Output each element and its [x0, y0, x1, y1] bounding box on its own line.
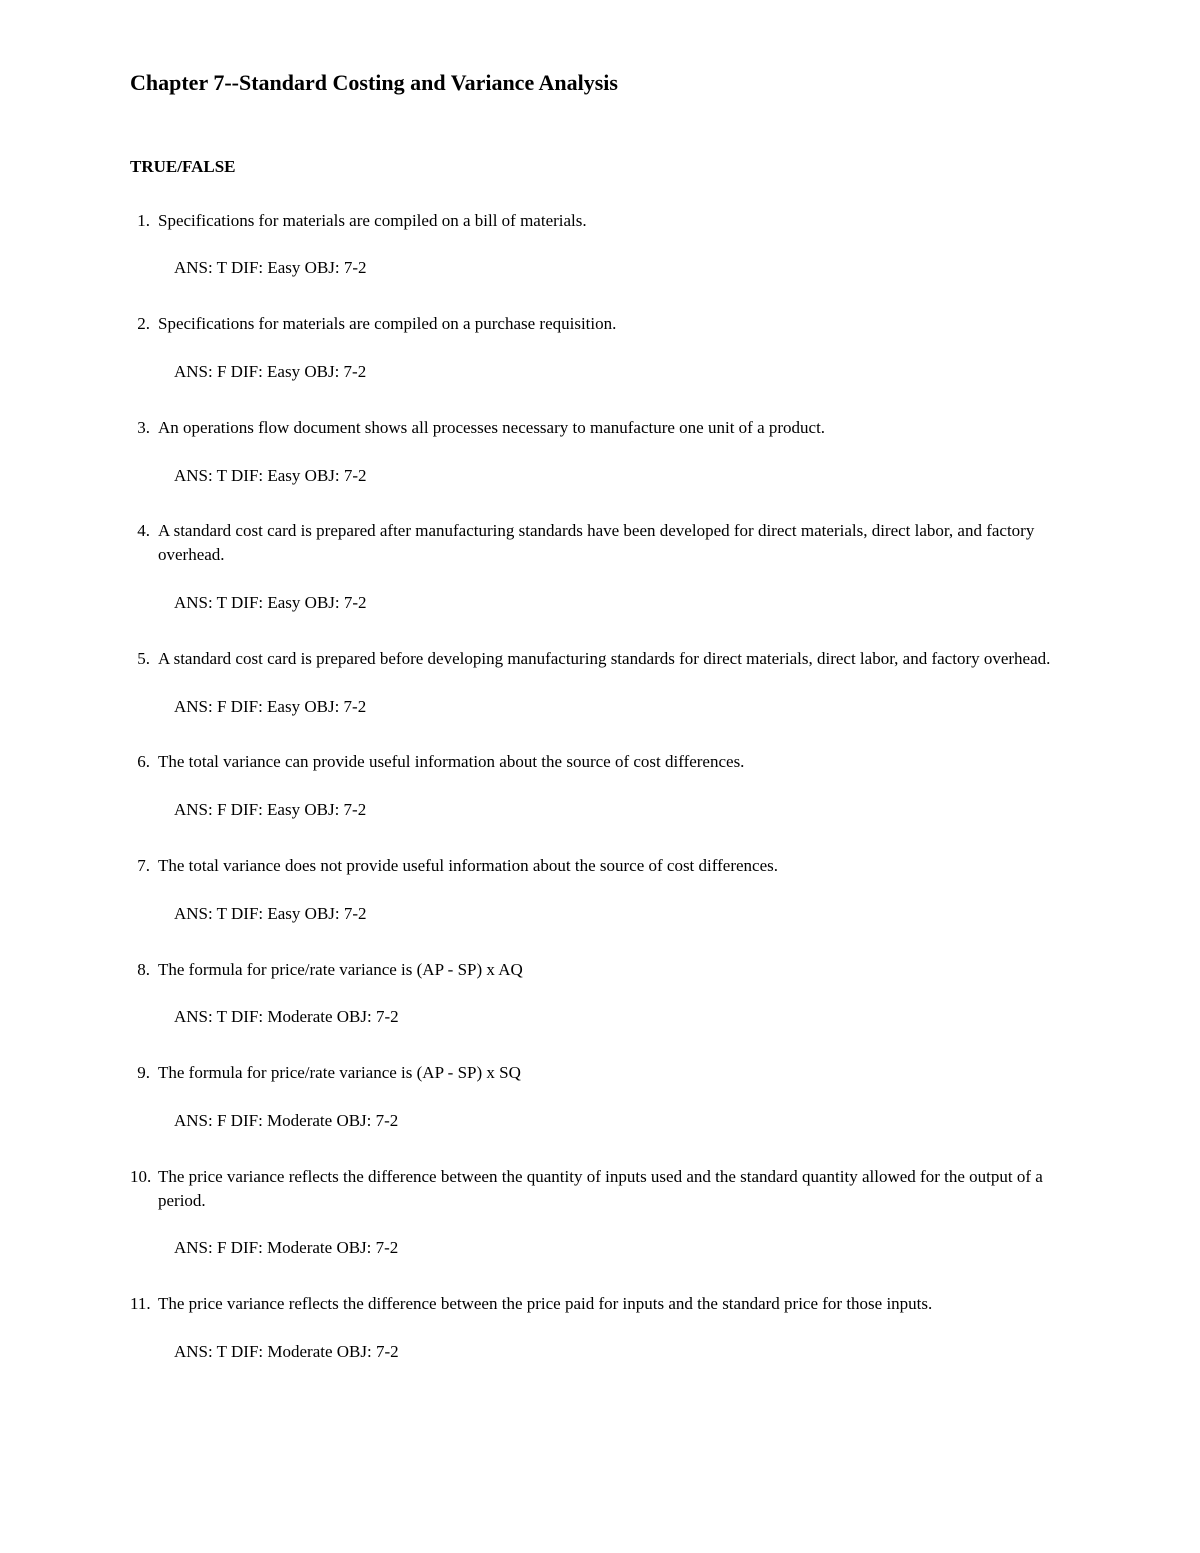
question-text: Specifications for materials are compile… — [158, 209, 1070, 233]
answer-line: ANS: T DIF: Easy OBJ: 7-2 — [158, 591, 1070, 615]
question-number: 2. — [130, 312, 150, 336]
question-item: 6. The total variance can provide useful … — [130, 750, 1070, 822]
answer-line: ANS: F DIF: Easy OBJ: 7-2 — [158, 695, 1070, 719]
question-item: 5. A standard cost card is prepared befor… — [130, 647, 1070, 719]
question-number: 8. — [130, 958, 150, 982]
question-item: 1. Specifications for materials are compi… — [130, 209, 1070, 281]
answer-line: ANS: T DIF: Moderate OBJ: 7-2 — [158, 1005, 1070, 1029]
chapter-title: Chapter 7--Standard Costing and Variance… — [130, 68, 1070, 99]
question-item: 9. The formula for price/rate variance is… — [130, 1061, 1070, 1133]
question-text: The formula for price/rate variance is (… — [158, 1061, 1070, 1085]
answer-line: ANS: T DIF: Easy OBJ: 7-2 — [158, 464, 1070, 488]
question-number: 4. — [130, 519, 150, 543]
answer-line: ANS: T DIF: Easy OBJ: 7-2 — [158, 902, 1070, 926]
question-number: 3. — [130, 416, 150, 440]
question-text: A standard cost card is prepared after m… — [158, 519, 1070, 567]
question-text: The total variance does not provide usef… — [158, 854, 1070, 878]
section-heading: TRUE/FALSE — [130, 155, 1070, 179]
question-item: 7. The total variance does not provide us… — [130, 854, 1070, 926]
question-number: 1. — [130, 209, 150, 233]
question-text: The total variance can provide useful in… — [158, 750, 1070, 774]
answer-line: ANS: F DIF: Easy OBJ: 7-2 — [158, 798, 1070, 822]
question-number: 9. — [130, 1061, 150, 1085]
question-number: 6. — [130, 750, 150, 774]
question-number: 11. — [130, 1292, 150, 1316]
answer-line: ANS: F DIF: Easy OBJ: 7-2 — [158, 360, 1070, 384]
question-item: 8. The formula for price/rate variance is… — [130, 958, 1070, 1030]
question-text: An operations flow document shows all pr… — [158, 416, 1070, 440]
answer-line: ANS: F DIF: Moderate OBJ: 7-2 — [158, 1236, 1070, 1260]
question-item: 4. A standard cost card is prepared after… — [130, 519, 1070, 614]
answer-line: ANS: T DIF: Easy OBJ: 7-2 — [158, 256, 1070, 280]
question-text: The price variance reflects the differen… — [158, 1292, 1070, 1316]
answer-line: ANS: F DIF: Moderate OBJ: 7-2 — [158, 1109, 1070, 1133]
question-number: 7. — [130, 854, 150, 878]
question-text: A standard cost card is prepared before … — [158, 647, 1070, 671]
question-item: 10. The price variance reflects the diffe… — [130, 1165, 1070, 1260]
question-text: Specifications for materials are compile… — [158, 312, 1070, 336]
question-number: 10. — [130, 1165, 150, 1189]
question-text: The formula for price/rate variance is (… — [158, 958, 1070, 982]
question-number: 5. — [130, 647, 150, 671]
question-list: 1. Specifications for materials are compi… — [130, 209, 1070, 1364]
question-item: 11. The price variance reflects the diffe… — [130, 1292, 1070, 1364]
question-text: The price variance reflects the differen… — [158, 1165, 1070, 1213]
answer-line: ANS: T DIF: Moderate OBJ: 7-2 — [158, 1340, 1070, 1364]
question-item: 3. An operations flow document shows all … — [130, 416, 1070, 488]
question-item: 2. Specifications for materials are compi… — [130, 312, 1070, 384]
